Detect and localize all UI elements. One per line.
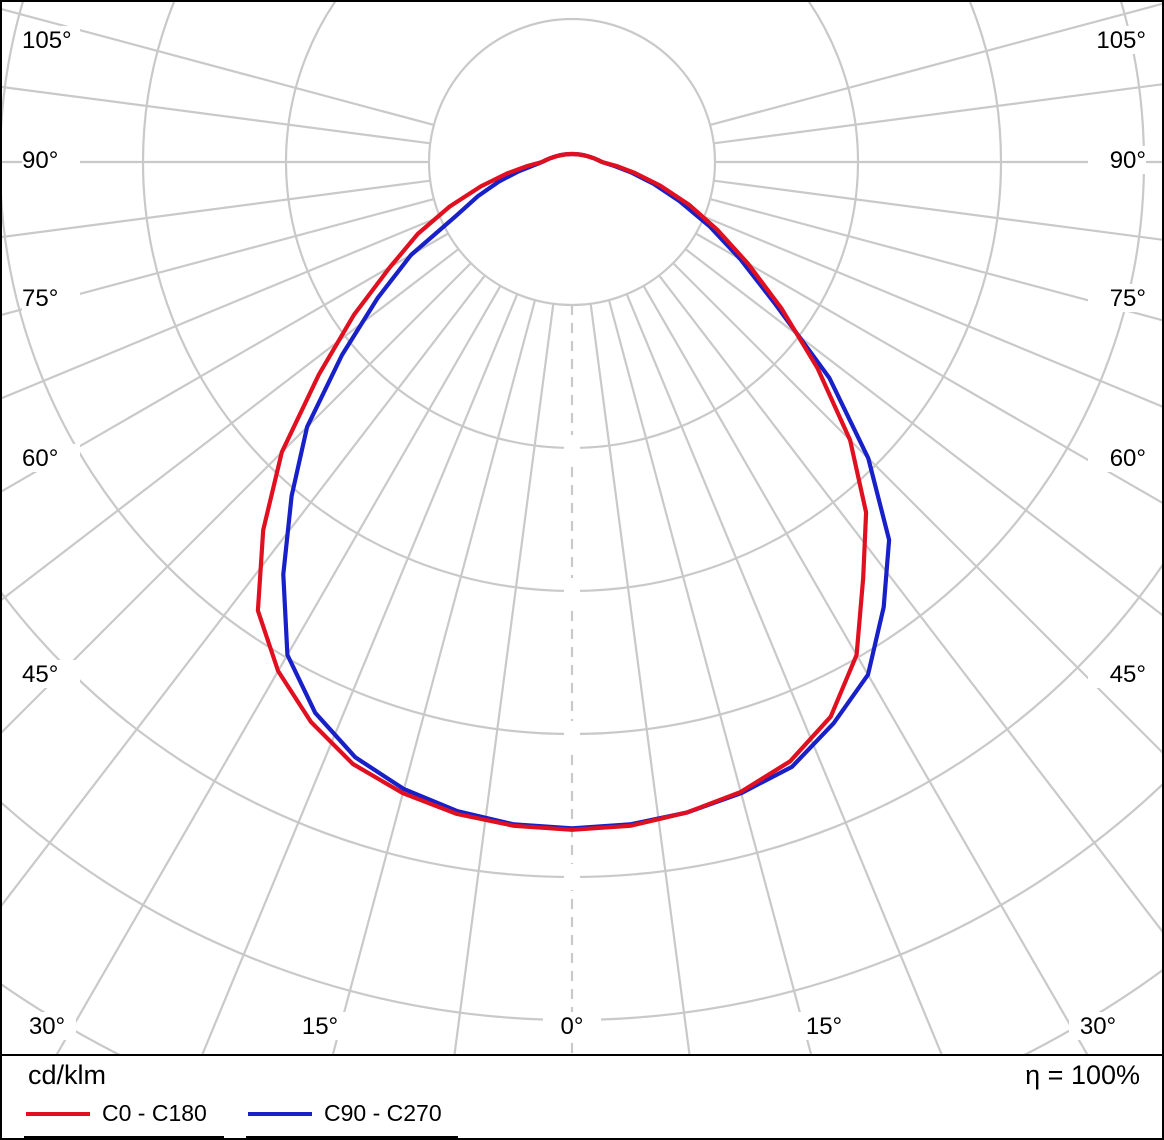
grid-ray — [672, 262, 1162, 754]
angle-label: 30° — [29, 1013, 65, 1040]
grid-ray — [709, 197, 1162, 322]
grid-ray — [713, 83, 1162, 145]
efficiency-label: η = 100% — [1025, 1060, 1140, 1090]
angle-label: 15° — [806, 1013, 842, 1040]
grid-ray — [2, 274, 486, 907]
angle-label: 75° — [1110, 285, 1146, 312]
angle-label-bg — [22, 146, 80, 174]
angle-label: 15° — [302, 1013, 338, 1040]
angle-label-bg — [22, 284, 80, 312]
grid-ring — [2, 968, 1162, 1054]
angle-label: 75° — [22, 285, 58, 312]
grid-ray — [2, 8, 435, 127]
legend-label-c90-c270: C90 - C270 — [324, 1100, 442, 1126]
grid-ring — [427, 17, 717, 307]
grid-ray — [684, 248, 1162, 617]
grid-ray — [709, 2, 1162, 127]
angle-label-bg — [543, 1012, 601, 1040]
ring-label-gap — [564, 721, 580, 747]
angle-label: 0° — [561, 1013, 584, 1040]
angle-label-bg — [18, 1012, 76, 1040]
angle-label-bg — [1088, 146, 1146, 174]
angle-label-bg — [1088, 444, 1146, 472]
ring-label-gap — [564, 864, 580, 890]
ring-label-gaps — [564, 435, 580, 890]
grid-ray — [2, 179, 431, 239]
angle-label-bg — [1088, 284, 1146, 312]
angle-label: 30° — [1080, 1013, 1116, 1040]
grid-ray — [2, 197, 435, 316]
angle-label-bg — [22, 660, 80, 688]
curve-c0-c180 — [255, 151, 869, 832]
angle-label: 90° — [1110, 147, 1146, 174]
grid-ray — [625, 293, 943, 1054]
grid-ray — [331, 299, 537, 1054]
angle-label: 45° — [22, 661, 58, 688]
intensity-curves — [255, 151, 892, 832]
grid-ray — [453, 303, 555, 1054]
legend-line-blue — [248, 1111, 312, 1116]
legend-item-c0-c180: C0 - C180 — [24, 1100, 224, 1138]
grid-ring — [2, 563, 1162, 878]
angle-label: 90° — [22, 147, 58, 174]
angle-labels: 105° 90° 75° 60° 45° 105° 90° 75° 60° 45° 30° 15° 0°… — [18, 26, 1146, 1040]
angle-label-bg — [291, 1012, 349, 1040]
plot-footer-divider — [2, 1054, 1162, 1056]
polar-grid — [2, 2, 1162, 1054]
angle-label: 45° — [1110, 661, 1146, 688]
grid-ray — [2, 232, 449, 493]
grid-ray — [2, 85, 431, 145]
legend-item-c90-c270: C90 - C270 — [246, 1100, 458, 1138]
legend-label-c0-c180: C0 - C180 — [102, 1100, 207, 1126]
ring-label-gap — [564, 578, 580, 604]
angle-label: 105° — [22, 27, 72, 54]
grid-ray — [55, 285, 502, 1054]
legend-line-red — [26, 1111, 90, 1116]
grid-ray — [703, 215, 1162, 408]
angle-label-bg — [1069, 1012, 1127, 1040]
grid-ray — [2, 248, 460, 601]
grid-ray — [695, 232, 1162, 504]
angle-label-bg — [22, 444, 80, 472]
angle-label: 105° — [1096, 27, 1146, 54]
angle-label: 60° — [1110, 445, 1146, 472]
grid-ray — [658, 274, 1162, 933]
unit-label: cd/klm — [28, 1060, 107, 1090]
angle-label-bg — [1088, 660, 1146, 688]
ring-label-gap — [564, 435, 580, 461]
grid-ray — [713, 179, 1162, 241]
polar-chart: 105° 90° 75° 60° 45° 105° 90° 75° 60° 45° 30° 15° 0°… — [2, 2, 1162, 1054]
grid-ray — [642, 285, 1089, 1054]
grid-ray — [589, 303, 691, 1054]
angle-label: 60° — [22, 445, 58, 472]
angle-label-bg — [22, 26, 80, 54]
grid-ray — [2, 215, 441, 400]
angle-label-bg — [1088, 26, 1146, 54]
grid-ray — [201, 293, 519, 1054]
angle-label-bg — [795, 1012, 853, 1040]
grid-ray — [607, 299, 813, 1054]
